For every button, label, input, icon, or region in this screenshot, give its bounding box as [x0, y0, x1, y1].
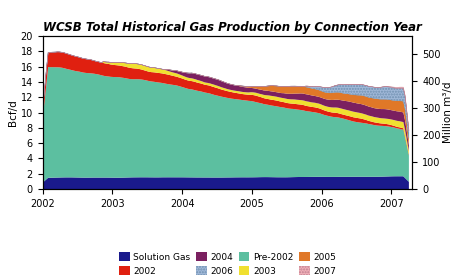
Y-axis label: Million m³/d: Million m³/d [443, 82, 453, 143]
Y-axis label: Bcf/d: Bcf/d [8, 99, 18, 126]
Text: WCSB Total Historical Gas Production by Connection Year: WCSB Total Historical Gas Production by … [43, 21, 421, 34]
Legend: Solution Gas, 2002, 2004, 2006, Pre-2002, 2003, 2005, 2007: Solution Gas, 2002, 2004, 2006, Pre-2002… [115, 249, 340, 278]
